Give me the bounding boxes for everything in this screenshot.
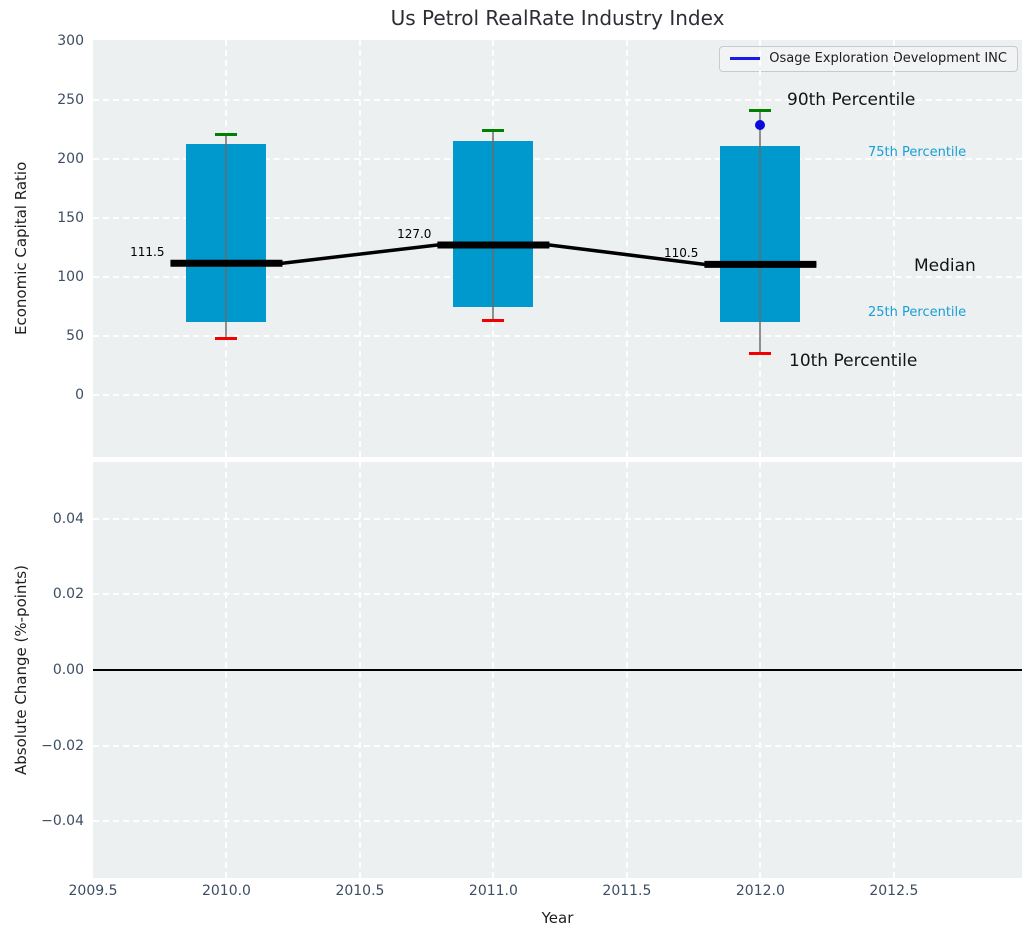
x-tick-label: 2012.5 <box>854 884 934 898</box>
percentile-annotation: 10th Percentile <box>789 352 917 370</box>
percentile-annotation: 25th Percentile <box>868 306 966 320</box>
gridline-horizontal <box>93 745 1022 747</box>
x-tick-label: 2010.0 <box>186 884 266 898</box>
top-y-tick-label: 150 <box>0 211 84 225</box>
x-tick-label: 2010.5 <box>320 884 400 898</box>
bottom-axes <box>93 462 1022 878</box>
bottom-y-tick-label: 0.02 <box>0 587 84 601</box>
x-axis-label: Year <box>93 909 1022 927</box>
gridline-horizontal <box>93 518 1022 520</box>
percentile-annotation: Median <box>914 257 976 275</box>
bottom-y-tick-label: −0.04 <box>0 814 84 828</box>
gridline-horizontal <box>93 593 1022 595</box>
top-axes: Osage Exploration Development INC 111.51… <box>93 40 1022 457</box>
chart-title: Us Petrol RealRate Industry Index <box>93 6 1022 30</box>
bottom-y-tick-label: −0.02 <box>0 739 84 753</box>
x-tick-label: 2011.0 <box>453 884 533 898</box>
x-tick-label: 2012.0 <box>720 884 800 898</box>
bottom-y-tick-label: 0.04 <box>0 512 84 526</box>
top-y-tick-label: 100 <box>0 270 84 284</box>
percentile-annotation: 90th Percentile <box>787 91 915 109</box>
top-y-tick-label: 250 <box>0 93 84 107</box>
top-y-tick-label: 50 <box>0 329 84 343</box>
top-y-tick-label: 300 <box>0 34 84 48</box>
x-tick-label: 2009.5 <box>53 884 133 898</box>
bottom-y-tick-label: 0.00 <box>0 663 84 677</box>
figure: Us Petrol RealRate Industry Index Econom… <box>0 0 1034 942</box>
percentile-annotation: 75th Percentile <box>868 146 966 160</box>
x-tick-label: 2011.5 <box>587 884 667 898</box>
top-y-tick-label: 200 <box>0 152 84 166</box>
zero-line <box>93 669 1022 671</box>
gridline-horizontal <box>93 820 1022 822</box>
top-y-tick-label: 0 <box>0 388 84 402</box>
